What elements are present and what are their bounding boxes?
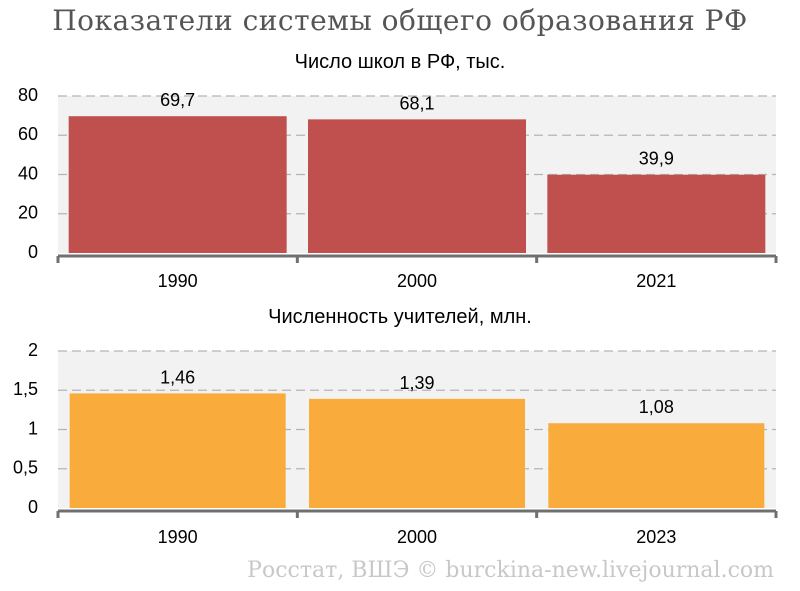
bar	[68, 116, 287, 254]
y-tick-label: 80	[18, 85, 38, 105]
source-credit: Росстат, ВШЭ © burckina-new.livejournal.…	[247, 558, 774, 583]
bar	[308, 119, 526, 253]
y-tick-label: 0	[28, 497, 38, 517]
data-label: 39,9	[639, 149, 674, 169]
x-category-label: 2021	[636, 271, 676, 291]
chart-title: Число школ в РФ, тыс.	[295, 51, 506, 73]
data-label: 1,46	[160, 367, 195, 387]
bar	[309, 398, 525, 508]
y-tick-label: 40	[18, 163, 38, 183]
page-title: Показатели системы общего образования РФ	[52, 4, 748, 37]
y-tick-label: 60	[18, 124, 38, 144]
bar	[69, 393, 286, 508]
x-category-label: 2023	[636, 527, 676, 547]
chart-2: 0 0,5 1 1,5 2 Численность учителей, млн. 1,46 1…	[13, 306, 778, 547]
y-tick-label: 2	[28, 340, 38, 360]
x-category-label: 1990	[158, 527, 198, 547]
bar	[548, 423, 765, 508]
y-tick-label: 1,5	[13, 379, 38, 399]
data-label: 1,39	[399, 373, 434, 393]
bar	[547, 174, 766, 253]
y-tick-label: 0	[28, 242, 38, 262]
x-category-label: 1990	[158, 271, 198, 291]
y-tick-label: 20	[18, 203, 38, 223]
data-label: 69,7	[160, 90, 195, 110]
data-label: 1,08	[639, 397, 674, 417]
x-category-label: 2000	[397, 527, 437, 547]
y-tick-label: 0,5	[13, 458, 38, 478]
data-label: 68,1	[399, 93, 434, 113]
x-category-label: 2000	[397, 271, 437, 291]
y-tick-label: 1	[28, 418, 38, 438]
chart-title: Численность учителей, млн.	[268, 306, 532, 328]
chart-1: 0 20 40 60 80 Число школ в РФ, тыс. 69,7 1990 68…	[18, 51, 778, 291]
